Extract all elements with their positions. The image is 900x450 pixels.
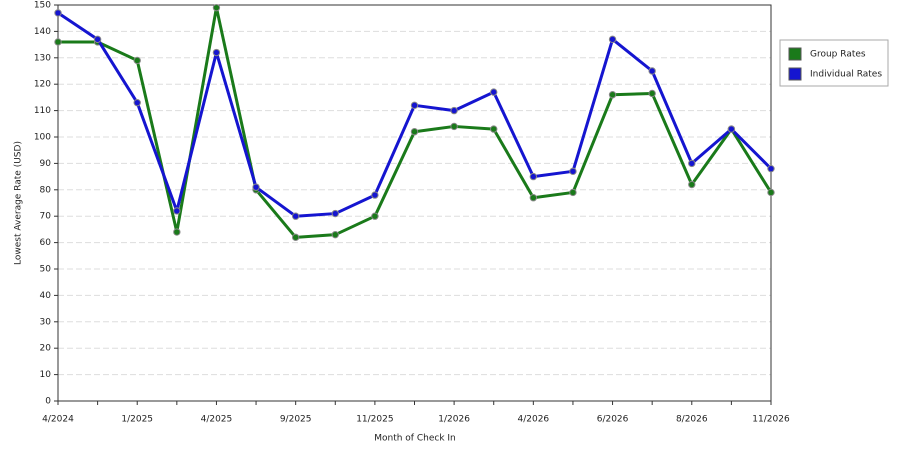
data-point: [608, 35, 617, 44]
data-point: [252, 183, 260, 191]
y-tick-label: 100: [34, 133, 51, 143]
y-tick-label: 10: [40, 370, 52, 380]
data-point: [173, 207, 181, 215]
y-tick-label: 0: [45, 397, 51, 407]
x-tick-label: 8/2026: [676, 415, 708, 425]
data-point: [410, 128, 419, 136]
data-point: [767, 164, 775, 173]
data-point: [569, 188, 577, 197]
data-point: [767, 188, 775, 197]
y-tick-label: 50: [40, 265, 52, 275]
data-point: [727, 125, 736, 133]
y-tick-label: 30: [40, 317, 52, 327]
data-point: [490, 125, 498, 133]
data-point: [450, 106, 458, 115]
x-tick-label: 1/2026: [438, 415, 470, 425]
legend-label: Group Rates: [810, 50, 866, 60]
y-axis-title: Lowest Average Rate (USD): [14, 141, 24, 265]
data-point: [688, 180, 696, 189]
data-point: [133, 56, 141, 65]
y-tick-label: 140: [34, 27, 51, 37]
y-tick-label: 60: [40, 238, 52, 248]
data-point: [569, 167, 577, 176]
y-tick-label: 70: [40, 212, 52, 222]
y-tick-label: 20: [40, 344, 52, 354]
data-point: [54, 9, 62, 17]
x-tick-label: 11/2025: [356, 415, 393, 425]
y-tick-label: 40: [40, 291, 52, 301]
data-point: [291, 233, 300, 242]
data-point: [450, 122, 458, 131]
y-tick-label: 130: [34, 53, 51, 63]
data-point: [331, 230, 339, 239]
data-point: [212, 48, 221, 57]
data-point: [608, 91, 617, 99]
data-point: [648, 89, 656, 98]
data-point: [371, 191, 379, 199]
plot-area: [58, 5, 771, 401]
data-point: [688, 159, 696, 168]
x-tick-label: 4/2024: [42, 415, 74, 425]
x-tick-label: 1/2025: [121, 415, 153, 425]
data-point: [54, 38, 62, 46]
y-tick-label: 120: [34, 80, 51, 90]
x-tick-label: 4/2026: [517, 415, 549, 425]
data-point: [410, 101, 419, 110]
data-point: [93, 35, 102, 44]
data-point: [648, 67, 656, 75]
x-tick-label: 11/2026: [752, 415, 790, 425]
legend-swatch: [788, 47, 802, 61]
y-tick-label: 90: [40, 159, 52, 169]
data-point: [212, 3, 221, 12]
data-point: [291, 212, 300, 220]
data-point: [490, 88, 498, 96]
x-tick-label: 6/2026: [597, 415, 629, 425]
data-point: [173, 228, 181, 236]
data-point: [331, 209, 339, 218]
data-point: [133, 98, 141, 107]
x-tick-label: 4/2025: [201, 415, 233, 425]
data-point: [371, 212, 379, 220]
legend-swatch: [788, 67, 802, 81]
x-axis-title: Month of Check In: [374, 434, 456, 444]
legend-label: Individual Rates: [810, 70, 882, 80]
data-point: [529, 172, 538, 181]
y-tick-label: 150: [34, 1, 51, 11]
y-tick-label: 80: [40, 185, 52, 195]
x-tick-label: 9/2025: [280, 415, 312, 425]
data-point: [529, 194, 538, 202]
y-tick-label: 110: [34, 106, 51, 116]
